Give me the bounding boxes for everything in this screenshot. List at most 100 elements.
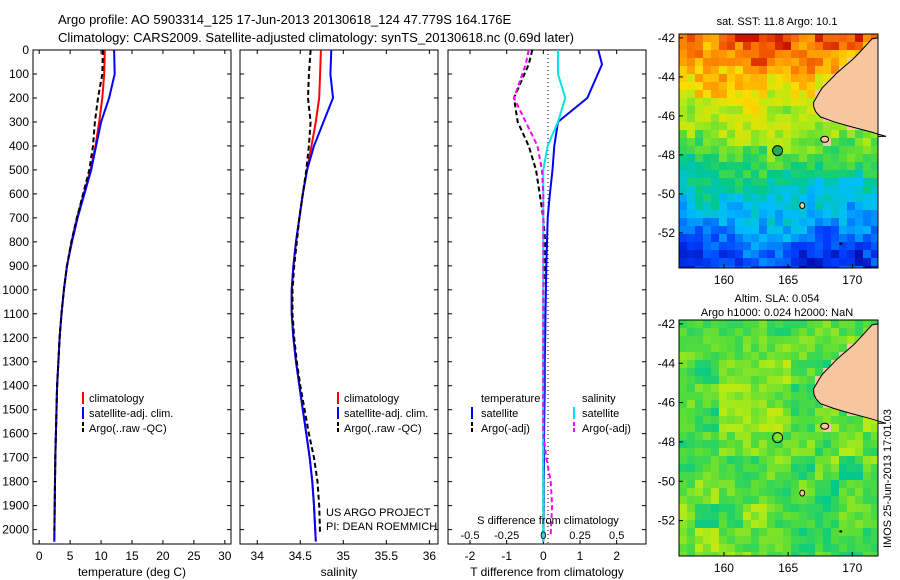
map-cell <box>751 400 759 408</box>
map-cell <box>791 416 799 424</box>
map-cell <box>775 154 783 162</box>
map-cell <box>679 98 687 106</box>
map-cell <box>799 226 807 234</box>
map-cell <box>711 162 719 170</box>
map-cell <box>839 456 847 464</box>
map-cell <box>751 496 759 504</box>
map-cell <box>799 424 807 432</box>
map-cell <box>703 170 711 178</box>
map-cell <box>791 58 799 66</box>
map-cell <box>735 536 743 544</box>
stewart-island <box>820 422 830 430</box>
map-cell <box>807 42 815 50</box>
map-cell <box>863 186 871 194</box>
map-cell <box>759 146 767 154</box>
map-cell <box>759 234 767 242</box>
sla-map-title-line-2: Argo h1000: 0.024 h2000: NaN <box>701 307 853 319</box>
map-cell <box>767 536 775 544</box>
map-cell <box>823 464 831 472</box>
map-cell <box>679 234 687 242</box>
map-cell <box>783 528 791 536</box>
x-tick-label: 34 <box>251 549 265 563</box>
map-cell <box>751 456 759 464</box>
map-cell <box>831 432 839 440</box>
map-cell <box>799 122 807 130</box>
map-cell <box>815 496 823 504</box>
map-cell <box>679 258 687 266</box>
map-cell <box>727 464 735 472</box>
map-cell <box>815 122 823 130</box>
sst-map-title: sat. SST: 11.8 Argo: 10.1 <box>717 16 838 28</box>
map-cell <box>871 496 878 504</box>
map-cell <box>759 480 767 488</box>
lat-tick-label: -52 <box>658 226 676 240</box>
legend-t-argo-label: Argo(-adj) <box>481 423 530 435</box>
imos-timestamp: IMOS 25-Jun-2013 17:01:03 <box>882 409 894 548</box>
map-cell <box>783 82 791 90</box>
map-cell <box>847 544 855 552</box>
map-cell <box>807 496 815 504</box>
map-cell <box>759 74 767 82</box>
map-cell <box>743 186 751 194</box>
map-cell <box>759 440 767 448</box>
map-cell <box>751 512 759 520</box>
map-cell <box>759 266 767 268</box>
map-cell <box>863 170 871 178</box>
legend-t-satellite-label: satellite <box>481 408 518 420</box>
map-cell <box>751 58 759 66</box>
map-cell <box>719 146 727 154</box>
map-cell <box>711 520 719 528</box>
map-cell <box>767 218 775 226</box>
map-cell <box>687 344 695 352</box>
map-cell <box>687 424 695 432</box>
climatology-line <box>53 49 106 542</box>
map-cell <box>823 512 831 520</box>
map-cell <box>847 416 855 424</box>
map-cell <box>807 242 815 250</box>
map-cell <box>751 90 759 98</box>
map-cell <box>679 512 687 520</box>
map-cell <box>703 384 711 392</box>
map-cell <box>743 106 751 114</box>
map-cell <box>799 440 807 448</box>
map-cell <box>759 344 767 352</box>
map-cell <box>831 162 839 170</box>
map-cell <box>711 234 719 242</box>
map-cell <box>775 34 783 42</box>
map-cell <box>783 106 791 114</box>
map-cell <box>695 448 703 456</box>
map-cell <box>783 328 791 336</box>
map-cell <box>767 360 775 368</box>
map-cell <box>703 90 711 98</box>
map-cell <box>767 106 775 114</box>
map-cell <box>831 344 839 352</box>
map-cell <box>727 520 735 528</box>
s-argo-difference-line <box>513 49 554 535</box>
map-cell <box>847 424 855 432</box>
map-cell <box>743 464 751 472</box>
map-cell <box>751 218 759 226</box>
map-cell <box>847 496 855 504</box>
map-cell <box>831 456 839 464</box>
map-cell <box>871 210 878 218</box>
map-cell <box>799 328 807 336</box>
map-cell <box>807 186 815 194</box>
map-cell <box>767 154 775 162</box>
map-cell <box>815 344 823 352</box>
map-cell <box>799 400 807 408</box>
map-cell <box>735 472 743 480</box>
new-zealand-land <box>772 323 887 533</box>
map-cell <box>679 178 687 186</box>
map-cell <box>775 480 783 488</box>
map-cell <box>783 162 791 170</box>
map-cell <box>703 376 711 384</box>
map-cell <box>783 178 791 186</box>
map-cell <box>871 226 878 234</box>
map-cell <box>711 258 719 266</box>
map-cell <box>735 408 743 416</box>
map-cell <box>863 504 871 512</box>
map-cell <box>711 320 719 328</box>
sla-map-ticks: 160 165 170 -42 -44 -46 -48 -50 -52 <box>658 317 863 575</box>
map-cell <box>871 178 878 186</box>
map-cell <box>847 202 855 210</box>
